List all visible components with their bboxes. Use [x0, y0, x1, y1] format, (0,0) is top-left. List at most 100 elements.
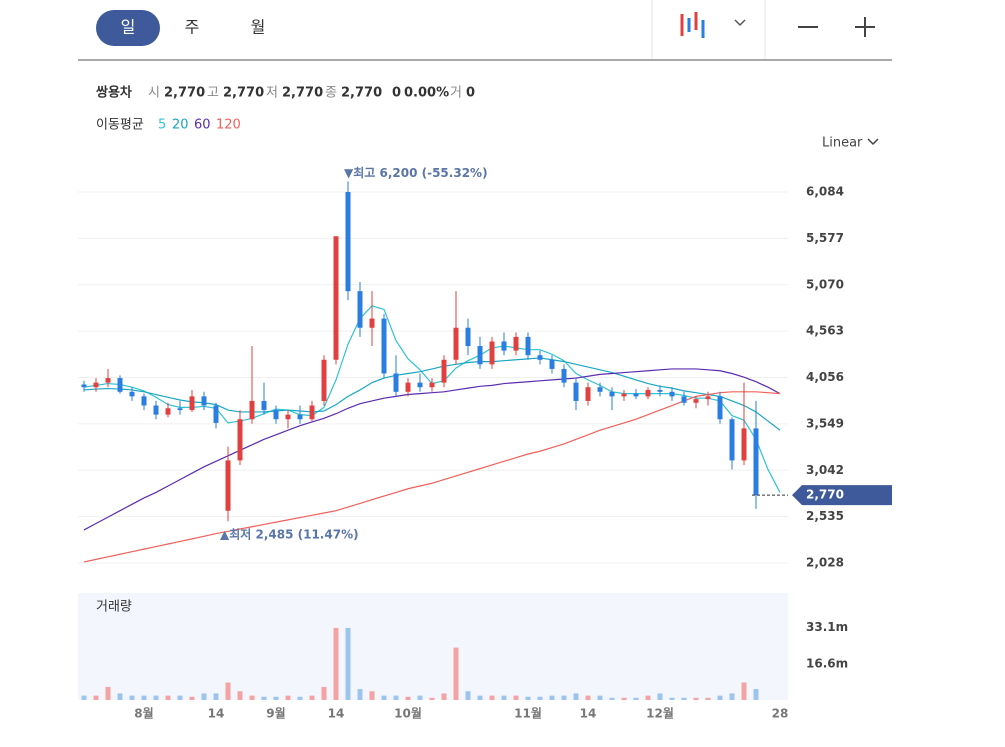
candle-body	[249, 400, 255, 420]
y-tick-label: 3,549	[806, 416, 844, 430]
quote-label: 시	[148, 86, 160, 101]
ma-line	[83, 357, 781, 431]
candle-body	[333, 236, 339, 360]
volume-bar	[549, 695, 555, 700]
volume-bar	[561, 695, 567, 700]
volume-bar	[153, 695, 159, 700]
candle-body	[321, 359, 327, 401]
zoom-in[interactable]	[855, 17, 875, 37]
x-tick-label: 11월	[514, 706, 542, 721]
candle-body	[381, 318, 387, 374]
candle-body	[357, 291, 363, 328]
volume-bar	[537, 696, 543, 700]
period-selected[interactable]	[96, 10, 160, 46]
volume-bar	[465, 691, 471, 700]
chart-type-icon[interactable]	[680, 12, 705, 38]
candle-body	[105, 378, 111, 383]
candle-body	[189, 396, 195, 411]
volume-bar	[309, 695, 315, 700]
quote-change: 0	[392, 86, 401, 101]
volume-bar	[441, 693, 447, 700]
candle-body	[153, 405, 159, 415]
y-tick-label: 2,535	[806, 509, 844, 523]
candle-body	[465, 327, 471, 347]
volume-bar	[633, 697, 639, 700]
candle-body	[741, 428, 747, 461]
candle-body	[429, 382, 435, 388]
candle-body	[405, 382, 411, 392]
x-tick-label: 28	[772, 707, 789, 721]
candle-body	[453, 327, 459, 360]
candle-body	[213, 405, 219, 423]
period[interactable]: 월	[251, 18, 266, 37]
quote-volume: 0	[466, 86, 475, 101]
last-price-tag	[792, 485, 892, 506]
volume-bar	[585, 695, 591, 700]
low-annotation: ▲최저 2,485 (11.47%)	[220, 527, 359, 542]
volume-bar	[345, 627, 351, 700]
candle-body	[129, 391, 135, 397]
candle-body	[681, 396, 687, 403]
candle-body	[621, 393, 627, 397]
candle-body	[705, 396, 711, 400]
candle-body	[753, 428, 759, 496]
candle-body	[561, 368, 567, 383]
volume-bar	[321, 686, 327, 700]
candle-body	[657, 389, 663, 392]
x-tick-label: 14	[580, 707, 597, 721]
volume-bar	[117, 693, 123, 700]
y-tick-label: 5,577	[806, 231, 844, 245]
candle-body	[417, 382, 423, 388]
ma-line	[83, 305, 781, 493]
candle-body	[141, 396, 147, 406]
dropdown-icon[interactable]	[734, 19, 746, 27]
candle-body	[477, 346, 483, 365]
volume-bar	[165, 695, 171, 700]
volume-bar	[81, 695, 87, 700]
x-tick-label: 10월	[394, 706, 422, 721]
volume-bar	[657, 693, 663, 700]
volume-bar	[477, 695, 483, 700]
volume-bar	[453, 647, 459, 700]
candle-body	[549, 359, 555, 369]
ma-legend-item: 60	[194, 118, 211, 133]
volume-bar	[381, 695, 387, 700]
volume-bar	[489, 695, 495, 700]
scale-dropdown[interactable]	[867, 138, 879, 146]
candle-body	[501, 341, 507, 351]
period[interactable]: 일	[121, 18, 136, 37]
candle-body	[669, 391, 675, 397]
candle-body	[285, 414, 291, 420]
volume-bar	[177, 695, 183, 700]
candle-body	[729, 419, 735, 461]
volume-bar	[681, 697, 687, 700]
volume-bar	[225, 682, 231, 700]
period[interactable]: 주	[185, 18, 200, 37]
candle-body	[585, 387, 591, 401]
x-tick-label: 12월	[646, 706, 674, 721]
candle-body	[645, 389, 651, 397]
volume-bar	[333, 627, 339, 700]
scale-selector[interactable]: Linear	[822, 136, 863, 151]
volume-bar	[513, 695, 519, 700]
volume-bar	[609, 697, 615, 700]
volume-bar	[501, 695, 507, 700]
volume-bar	[645, 695, 651, 700]
volume-bar	[741, 682, 747, 700]
candle-body	[345, 191, 351, 292]
volume-bar	[717, 695, 723, 700]
last-price-label: 2,770	[806, 488, 844, 502]
quote-value: 2,770	[282, 86, 323, 101]
volume-tick-label: 16.6m	[806, 656, 848, 670]
high-annotation: ▼최고 6,200 (-55.32%)	[344, 165, 488, 180]
y-tick-label: 2,028	[806, 556, 844, 570]
volume-bar	[525, 696, 531, 700]
candle-body	[117, 378, 123, 392]
candle-body	[297, 414, 303, 420]
volume-bar	[669, 697, 675, 700]
y-tick-label: 6,084	[806, 184, 844, 198]
candle-body	[177, 408, 183, 411]
volume-bar	[189, 696, 195, 700]
